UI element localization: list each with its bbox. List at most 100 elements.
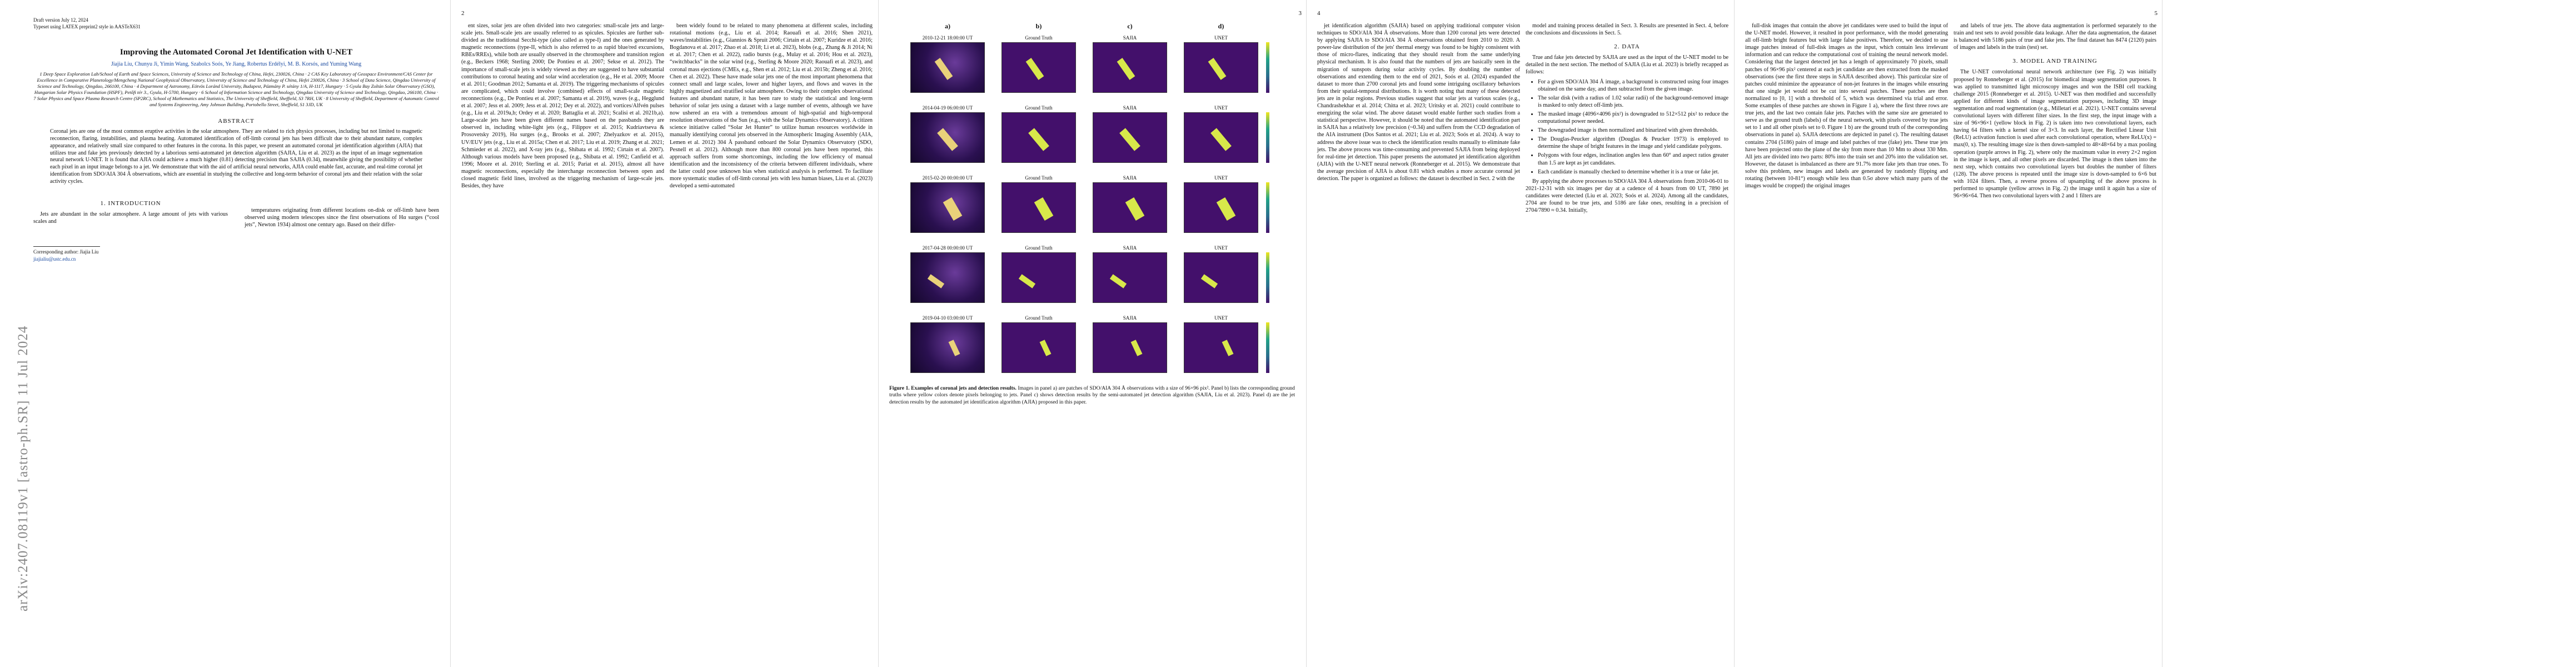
figure-column-label: c) bbox=[1127, 22, 1133, 30]
panel-title: 2017-04-28 00:00:00 UT bbox=[922, 245, 973, 251]
jet-region bbox=[1025, 57, 1044, 80]
list-item: Polygons with four edges, inclination an… bbox=[1538, 152, 1728, 166]
jet-region bbox=[943, 197, 963, 221]
figure-column-label: b) bbox=[1035, 22, 1042, 30]
body-text: The U-NET convolutional neural network a… bbox=[1954, 69, 2156, 200]
figure-panel: SAJIA bbox=[1088, 315, 1172, 381]
panel-image bbox=[910, 182, 985, 233]
jet-region bbox=[1210, 128, 1232, 151]
figure-panel: 2017-04-28 00:00:00 UT bbox=[906, 245, 989, 311]
page-2-column-2: been widely found to be related to many … bbox=[670, 22, 873, 190]
figure-panel: SAJIA bbox=[1088, 35, 1172, 101]
body-text: By applying the above processes to SDO/A… bbox=[1526, 178, 1728, 214]
panel-title: Ground Truth bbox=[1025, 315, 1053, 321]
panel-image bbox=[1184, 112, 1258, 163]
figure-column-label: d) bbox=[1218, 22, 1224, 30]
figure-grid: a) b) c) d) 2010-12-21 18:00:00 UT Ground Tru… bbox=[906, 22, 1295, 381]
list-item: The solar disk (with a radius of 1.02 so… bbox=[1538, 94, 1728, 109]
jet-region bbox=[1034, 197, 1054, 221]
page-1: Draft version July 12, 2024 Typeset usin… bbox=[22, 0, 451, 667]
figure-panel: Ground Truth bbox=[997, 105, 1080, 171]
jet-region bbox=[1222, 340, 1234, 356]
page-1-content: Draft version July 12, 2024 Typeset usin… bbox=[33, 17, 439, 263]
body-text: True and fake jets detected by SAJIA are… bbox=[1526, 54, 1728, 76]
sajia-steps-list: For a given SDO/AIA 304 Å image, a backg… bbox=[1526, 78, 1728, 176]
panel-title: UNET bbox=[1214, 245, 1228, 251]
panel-title: 2019-04-10 03:00:00 UT bbox=[922, 315, 973, 321]
panel-image bbox=[1184, 252, 1258, 303]
panel-title: SAJIA bbox=[1123, 175, 1137, 181]
figure-caption: Figure 1. Examples of coronal jets and d… bbox=[889, 385, 1295, 406]
body-text: full-disk images that contain the above … bbox=[1745, 23, 1948, 190]
figure-panel: Ground Truth bbox=[997, 35, 1080, 101]
page-2-column-1: ent sizes, solar jets are often divided … bbox=[461, 22, 664, 190]
body-text: ent sizes, solar jets are often divided … bbox=[461, 23, 664, 190]
list-item: Each candidate is manually checked to de… bbox=[1538, 168, 1728, 176]
panel-title: 2014-04-19 06:00:00 UT bbox=[922, 105, 973, 111]
page-4-column-1: jet identification algorithm (SAJIA) bas… bbox=[1317, 22, 1520, 182]
panel-image bbox=[1093, 182, 1167, 233]
figure-panel: SAJIA bbox=[1088, 245, 1172, 311]
figure-panel: 2019-04-10 03:00:00 UT bbox=[906, 315, 989, 381]
panel-title: SAJIA bbox=[1123, 315, 1137, 321]
jet-region bbox=[1119, 128, 1141, 151]
page-4-column-2: model and training process detailed in S… bbox=[1526, 22, 1728, 214]
panel-title: SAJIA bbox=[1123, 35, 1137, 41]
typeset-line: Typeset using LATEX preprint2 style in A… bbox=[33, 24, 141, 29]
data-heading: 2. DATA bbox=[1614, 43, 1640, 51]
panel-image bbox=[1184, 182, 1258, 233]
panel-image bbox=[910, 112, 985, 163]
panel-title: SAJIA bbox=[1123, 105, 1137, 111]
body-text: model and training process detailed in S… bbox=[1526, 23, 1728, 37]
arxiv-stamp: arXiv:2407.08119v1 [astro-ph.SR] 11 Jul … bbox=[3, 22, 31, 645]
panel-image bbox=[1184, 322, 1258, 373]
panel-title: UNET bbox=[1214, 105, 1228, 111]
figure-panel: Ground Truth bbox=[997, 315, 1080, 381]
figure-panel: SAJIA bbox=[1088, 175, 1172, 241]
figure-panel: UNET bbox=[1179, 35, 1269, 101]
list-item: The masked image (4096×4096 pix²) is dow… bbox=[1538, 111, 1728, 125]
jet-region bbox=[1208, 57, 1227, 80]
draft-line: Draft version July 12, 2024 bbox=[33, 17, 88, 23]
jet-region bbox=[1216, 197, 1236, 221]
corresponding-author: Corresponding author: Jiajia Liu bbox=[33, 248, 99, 255]
colorbar bbox=[1266, 252, 1269, 303]
affiliations: 1 Deep Space Exploration Lab/School of E… bbox=[33, 71, 439, 108]
panel-title: UNET bbox=[1214, 315, 1228, 321]
jet-region bbox=[948, 340, 960, 356]
panel-image bbox=[1001, 112, 1076, 163]
email-link[interactable]: jiajialiu@ustc.edu.cn bbox=[33, 256, 76, 262]
panel-image bbox=[1093, 42, 1167, 93]
panel-image bbox=[1001, 42, 1076, 93]
figure-panel: UNET bbox=[1179, 315, 1269, 381]
colorbar bbox=[1266, 112, 1269, 163]
panel-title: Ground Truth bbox=[1025, 35, 1053, 41]
figure-column-label: a) bbox=[945, 22, 950, 30]
list-item: The downgraded image is then normalized … bbox=[1538, 127, 1728, 134]
figure-panel: Ground Truth bbox=[997, 175, 1080, 241]
panel-title: 2010-12-21 18:00:00 UT bbox=[922, 35, 973, 41]
jet-region bbox=[1018, 273, 1035, 288]
list-item: The Douglas-Peucker algorithm (Douglas &… bbox=[1538, 136, 1728, 150]
panel-image bbox=[1001, 322, 1076, 373]
panel-image bbox=[910, 42, 985, 93]
panel-title: Ground Truth bbox=[1025, 245, 1053, 251]
panel-title: 2015-02-20 00:00:00 UT bbox=[922, 175, 973, 181]
page-5-column-1: full-disk images that contain the above … bbox=[1745, 22, 1948, 190]
page-number: 2 bbox=[461, 10, 465, 17]
figure-panel: 2015-02-20 00:00:00 UT bbox=[906, 175, 989, 241]
figure-panel: SAJIA bbox=[1088, 105, 1172, 171]
abstract-text: Coronal jets are one of the most common … bbox=[50, 128, 422, 185]
figure-panel: UNET bbox=[1179, 105, 1269, 171]
page-number: 5 bbox=[2154, 10, 2158, 17]
colorbar bbox=[1266, 182, 1269, 233]
model-heading: 3. MODEL AND TRAINING bbox=[2012, 58, 2097, 65]
jet-region bbox=[1117, 57, 1135, 80]
page-4: 4 jet identification algorithm (SAJIA) b… bbox=[1306, 0, 1735, 667]
colorbar bbox=[1266, 322, 1269, 373]
panel-title: UNET bbox=[1214, 175, 1228, 181]
author-list[interactable]: Jiajia Liu, Chunyu Ji, Yimin Wang, Szabo… bbox=[111, 61, 362, 68]
body-text: jet identification algorithm (SAJIA) bas… bbox=[1317, 23, 1520, 182]
page-5: 5 full-disk images that contain the abov… bbox=[1734, 0, 2163, 667]
jet-region bbox=[1109, 273, 1127, 288]
